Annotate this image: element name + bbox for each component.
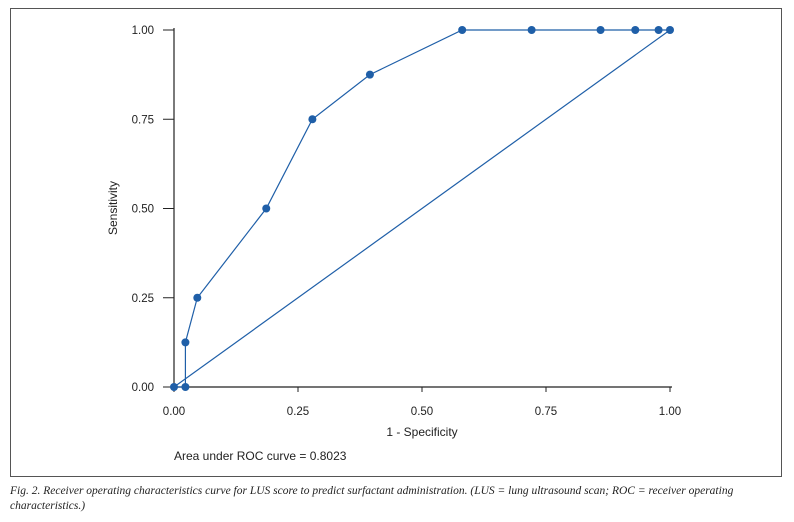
x-axis-label: 1 - Specificity bbox=[386, 425, 457, 439]
roc-point bbox=[527, 26, 536, 34]
roc-point bbox=[458, 26, 467, 34]
roc-point bbox=[181, 338, 190, 347]
roc-point bbox=[181, 383, 190, 391]
roc-point bbox=[631, 26, 640, 34]
x-tick-label: 1.00 bbox=[659, 406, 681, 418]
figure-frame bbox=[10, 8, 782, 477]
x-tick-label: 0.25 bbox=[287, 406, 309, 418]
reference-line bbox=[173, 29, 671, 388]
y-tick-label: 0.25 bbox=[132, 293, 154, 305]
roc-point bbox=[193, 293, 202, 302]
figure-caption: Fig. 2. Receiver operating characteristi… bbox=[10, 485, 734, 512]
roc-chart: 0.00 0.25 0.50 0.75 1.00 0.00 0.25 0.50 0.75 1.00… bbox=[106, 25, 681, 463]
auc-annotation: Area under ROC curve = 0.8023 bbox=[174, 449, 347, 463]
y-axis-label: Sensitivity bbox=[106, 181, 120, 235]
roc-point bbox=[596, 26, 605, 34]
y-tick-label: 1.00 bbox=[132, 25, 154, 37]
y-tick-label: 0.75 bbox=[132, 114, 154, 126]
y-tick-label: 0.50 bbox=[132, 204, 154, 216]
x-tick-label: 0.75 bbox=[535, 406, 557, 418]
x-tick-label: 0.00 bbox=[163, 406, 185, 418]
roc-point bbox=[365, 70, 374, 79]
roc-point bbox=[308, 115, 317, 124]
y-tick-label: 0.00 bbox=[132, 382, 154, 394]
x-tick-label: 0.50 bbox=[411, 406, 433, 418]
roc-point bbox=[262, 204, 271, 213]
roc-point bbox=[654, 26, 663, 34]
